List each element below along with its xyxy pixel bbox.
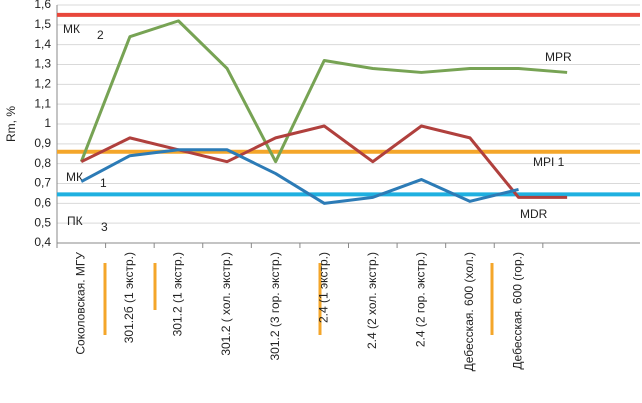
x-tick-label: 301.2б (1 экстр.) [122, 252, 136, 343]
y-tick-label: 0,8 [34, 156, 51, 170]
y-tick-label: 1,2 [34, 77, 51, 91]
x-tick-label: Дебесская. 600 (хол.) [462, 252, 476, 371]
x-tick-label: 301.2 (3 гор. экстр.) [268, 252, 282, 361]
x-tick-label: 301.2 ( хол. экстр.) [219, 252, 233, 356]
x-tick-label: 2.4 (2 хол. экстр.) [365, 252, 379, 349]
series-line [80, 148, 519, 205]
x-tick-label: 2.4 (2 гор. экстр.) [414, 252, 428, 347]
reference-subscript: 2 [97, 28, 104, 42]
y-tick-label: 0,5 [34, 215, 51, 229]
series-label: MPR [545, 50, 572, 64]
y-tick-label: 1,1 [34, 96, 51, 110]
reference-label: МК [63, 22, 80, 36]
x-tick-label: Дебесская. 600 (гор.) [511, 252, 525, 370]
reference-label: ПК [67, 214, 83, 228]
y-tick-label: 0,9 [34, 136, 51, 150]
reference-subscript: 1 [100, 176, 107, 190]
reference-label: МК [66, 170, 83, 184]
y-tick-label: 0,4 [34, 235, 51, 249]
y-axis-label: Rm, % [4, 106, 18, 142]
x-tick-label: 301.2 (1 экстр.) [171, 252, 185, 336]
x-tick-label: 2.4 (1 экстр.) [316, 252, 330, 323]
y-tick-label: 0,6 [34, 196, 51, 210]
series-line [80, 124, 568, 199]
series-label: MDR [520, 207, 548, 221]
y-tick-label: 1,4 [34, 37, 51, 51]
y-tick-label: 1,3 [34, 57, 51, 71]
separators [103, 263, 494, 335]
series-line [79, 19, 568, 164]
reference-subscript: 3 [101, 220, 108, 234]
y-tick-label: 1,5 [34, 17, 51, 31]
x-tick-label: Соколовская. МГУ [73, 252, 87, 355]
series-label: MPI 1 [533, 155, 565, 169]
y-tick-label: 1 [44, 116, 51, 130]
y-tick-label: 0,7 [34, 176, 51, 190]
y-tick-label: 1,6 [34, 0, 51, 11]
